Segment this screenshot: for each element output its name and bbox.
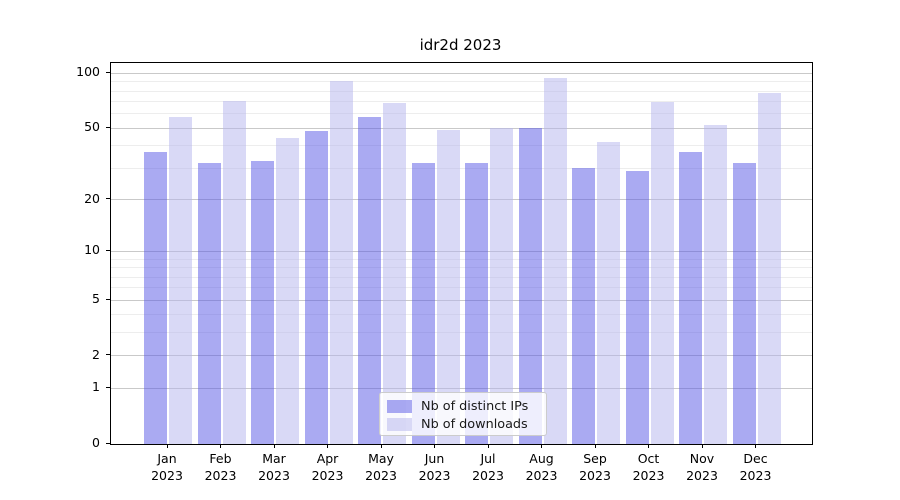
gridline-minor-90 — [111, 81, 812, 83]
bar-downloads-0 — [169, 116, 192, 444]
gridline-major-2 — [111, 355, 812, 357]
gridline-minor-8 — [111, 267, 812, 269]
y-tick-mark-5 — [106, 298, 110, 300]
legend-label-downloads: Nb of downloads — [421, 416, 528, 432]
gridline-major-50 — [111, 127, 812, 129]
bar-downloads-11 — [757, 93, 781, 444]
legend: Nb of distinct IPs Nb of downloads — [379, 392, 547, 436]
gridline-major-1 — [111, 387, 812, 389]
plot-area — [110, 62, 813, 445]
chart-title: idr2d 2023 — [419, 36, 502, 54]
x-axis-tick-label: Apr 2023 — [311, 451, 344, 483]
x-tick-mark-3 — [327, 444, 328, 448]
y-tick-mark-20 — [106, 198, 110, 200]
bar-distinct-ips-4 — [358, 116, 381, 444]
bar-downloads-2 — [276, 138, 299, 444]
bar-downloads-9 — [650, 101, 674, 444]
legend-swatch-distinct-ips — [387, 399, 412, 413]
gridline-minor-70 — [111, 101, 812, 103]
bar-downloads-6 — [490, 128, 513, 444]
y-tick-mark-50 — [106, 126, 110, 128]
gridline-major-20 — [111, 199, 812, 201]
x-axis-tick-label: Jul 2023 — [472, 451, 504, 483]
legend-entry-distinct-ips: Nb of distinct IPs — [387, 397, 538, 415]
x-tick-mark-10 — [701, 444, 703, 448]
x-tick-mark-7 — [541, 444, 542, 448]
y-axis-tick-label: 50 — [84, 119, 100, 135]
bar-downloads-10 — [704, 125, 727, 444]
x-axis-tick-label: Feb 2023 — [204, 451, 237, 483]
bar-distinct-ips-0 — [144, 151, 167, 444]
x-axis-tick-label: Jun 2023 — [418, 451, 451, 483]
gridline-minor-80 — [111, 90, 812, 92]
bar-distinct-ips-1 — [197, 163, 221, 444]
x-axis-tick-label: Oct 2023 — [632, 451, 665, 483]
x-tick-mark-0 — [166, 444, 168, 448]
y-tick-mark-1 — [106, 386, 110, 388]
legend-entry-downloads: Nb of downloads — [387, 415, 538, 433]
bar-distinct-ips-9 — [625, 170, 649, 444]
bar-downloads-4 — [383, 102, 406, 444]
x-axis-tick-label: Mar 2023 — [258, 451, 290, 483]
gridline-minor-60 — [111, 113, 812, 115]
bar-distinct-ips-2 — [251, 160, 274, 444]
y-axis-tick-label: 1 — [92, 379, 100, 395]
y-tick-mark-10 — [106, 249, 110, 251]
y-axis-tick-label: 0 — [92, 435, 100, 450]
bar-distinct-ips-10 — [679, 151, 702, 444]
y-axis-tick-label: 2 — [92, 346, 100, 362]
gridline-minor-9 — [111, 258, 812, 260]
bar-distinct-ips-6 — [465, 163, 488, 444]
bar-distinct-ips-7 — [518, 128, 542, 444]
x-tick-mark-9 — [648, 444, 649, 448]
bar-downloads-3 — [329, 80, 353, 444]
x-tick-mark-6 — [487, 444, 489, 448]
x-axis-tick-label: Sep 2023 — [579, 451, 611, 483]
bar-downloads-7 — [543, 78, 567, 444]
legend-swatch-downloads — [387, 417, 412, 431]
y-axis-tick-label: 10 — [84, 242, 100, 258]
gridline-major-10 — [111, 250, 812, 252]
gridline-minor-40 — [111, 145, 812, 147]
x-axis-tick-label: Aug 2023 — [525, 451, 558, 483]
y-tick-mark-2 — [106, 354, 110, 356]
x-axis-tick-label: Nov 2023 — [686, 451, 718, 483]
bar-distinct-ips-8 — [572, 168, 595, 444]
x-tick-mark-5 — [434, 444, 435, 448]
x-tick-mark-8 — [594, 444, 596, 448]
x-tick-mark-11 — [755, 444, 756, 448]
x-tick-mark-2 — [273, 444, 275, 448]
bar-distinct-ips-11 — [732, 163, 756, 444]
y-axis-tick-label: 100 — [76, 64, 100, 80]
gridline-minor-30 — [111, 167, 812, 169]
gridline-minor-3 — [111, 332, 812, 334]
gridline-minor-4 — [111, 314, 812, 316]
gridline-major-5 — [111, 299, 812, 301]
x-axis-tick-label: Dec 2023 — [739, 451, 772, 483]
gridline-minor-7 — [111, 276, 812, 278]
x-axis-tick-label: May 2023 — [365, 451, 397, 483]
y-axis-tick-label: 20 — [84, 190, 100, 206]
x-tick-mark-4 — [380, 444, 382, 448]
y-tick-mark-0 — [106, 442, 110, 444]
gridline-major-100 — [111, 72, 812, 74]
gridline-minor-6 — [111, 287, 812, 289]
bar-downloads-5 — [436, 129, 460, 444]
y-axis-tick-label: 5 — [92, 291, 100, 307]
x-axis-tick-label: Jan 2023 — [151, 451, 183, 483]
bar-downloads-1 — [222, 100, 246, 444]
x-tick-mark-1 — [220, 444, 221, 448]
bar-distinct-ips-5 — [411, 163, 435, 444]
bar-downloads-8 — [597, 141, 620, 444]
y-tick-mark-100 — [106, 71, 110, 73]
legend-label-distinct-ips: Nb of distinct IPs — [421, 398, 529, 414]
bar-distinct-ips-3 — [304, 131, 328, 444]
